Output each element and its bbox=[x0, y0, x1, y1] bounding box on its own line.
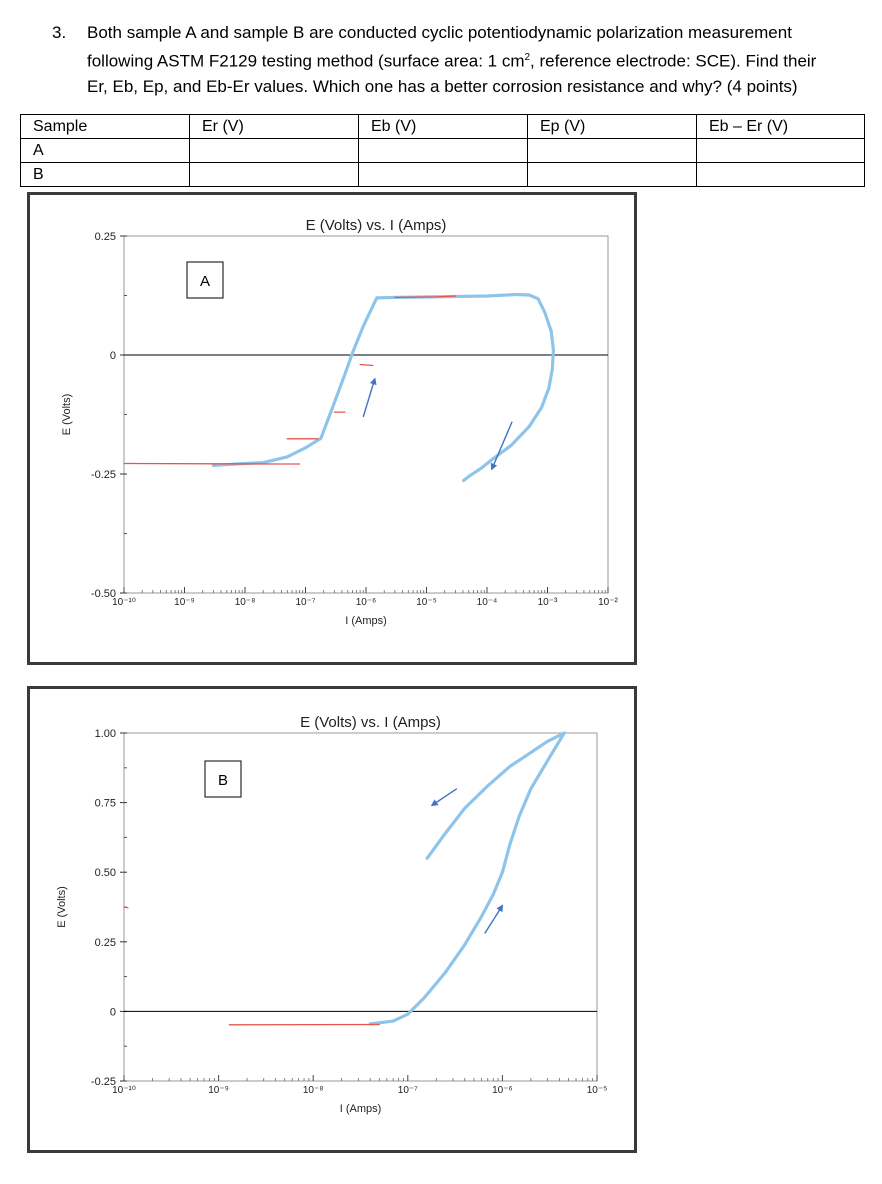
table-row: A bbox=[20, 138, 865, 163]
panel-label: A bbox=[200, 273, 210, 290]
table-cell[interactable] bbox=[189, 138, 359, 163]
direction-arrow bbox=[362, 377, 377, 418]
table-header-row: Sample Er (V) Eb (V) Ep (V) Eb – Er (V) bbox=[20, 114, 865, 139]
y-tick-label: 0.25 bbox=[95, 231, 116, 243]
table-row: B bbox=[20, 162, 865, 187]
series-forward-line bbox=[368, 731, 566, 1026]
chart-title: E (Volts) vs. I (Amps) bbox=[300, 714, 441, 731]
x-tick-label: 10⁻¹⁰ bbox=[112, 1085, 136, 1096]
table-header-cell: Sample bbox=[20, 114, 190, 139]
x-tick-label: 10⁻⁹ bbox=[208, 1085, 229, 1096]
x-tick-label: 10⁻⁷ bbox=[295, 597, 315, 608]
table-cell: A bbox=[20, 138, 190, 163]
x-tick-label: 10⁻⁵ bbox=[416, 597, 437, 608]
table-cell[interactable] bbox=[696, 162, 865, 187]
series-red-line bbox=[123, 906, 129, 909]
table-header-cell: Er (V) bbox=[189, 114, 359, 139]
y-tick-label: 0 bbox=[110, 1006, 116, 1018]
question-line-2-start: following ASTM F2129 testing method (sur… bbox=[87, 51, 525, 71]
chart-title: E (Volts) vs. I (Amps) bbox=[306, 217, 447, 234]
x-tick-label: 10⁻⁸ bbox=[303, 1085, 324, 1096]
x-tick-label: 10⁻⁶ bbox=[492, 1085, 513, 1096]
y-axis-label: E (Volts) bbox=[56, 886, 68, 928]
x-tick-label: 10⁻⁵ bbox=[587, 1085, 608, 1096]
question-line-3: Er, Eb, Ep, and Eb-Er values. Which one … bbox=[87, 76, 798, 96]
y-axis-label: E (Volts) bbox=[61, 394, 73, 436]
series-forward-line bbox=[211, 292, 540, 467]
x-tick-label: 10⁻⁸ bbox=[235, 597, 256, 608]
series-reverse-line bbox=[461, 297, 556, 483]
series-red-line bbox=[359, 363, 374, 367]
x-axis-label: I (Amps) bbox=[340, 1103, 382, 1115]
x-axis-label: I (Amps) bbox=[345, 615, 387, 627]
table-cell: B bbox=[20, 162, 190, 187]
y-tick-label: 0.75 bbox=[95, 798, 116, 810]
y-tick-label: 0.50 bbox=[95, 867, 116, 879]
chart-a-frame: E (Volts) vs. I (Amps) 0.25 0 -0.25 -0.50 10⁻… bbox=[27, 192, 637, 665]
x-tick-label: 10⁻⁴ bbox=[477, 597, 498, 608]
panel-label-box bbox=[204, 760, 242, 798]
area-unit-superscript: 2 bbox=[524, 52, 531, 63]
table-header-cell: Eb (V) bbox=[358, 114, 528, 139]
x-tick-label: 10⁻¹⁰ bbox=[112, 597, 136, 608]
chart-a-svg: E (Volts) vs. I (Amps)0.250-0.25-0.5010⁻… bbox=[61, 217, 619, 627]
x-tick-label: 10⁻⁶ bbox=[356, 597, 377, 608]
x-tick-label: 10⁻³ bbox=[538, 597, 558, 608]
y-tick-label: -0.25 bbox=[91, 469, 116, 481]
table-header-cell: Ep (V) bbox=[527, 114, 697, 139]
table-cell[interactable] bbox=[527, 138, 697, 163]
question-line-1: Both sample A and sample B are conducted… bbox=[87, 23, 792, 42]
y-tick-label: 0.25 bbox=[95, 937, 116, 949]
answer-table: Sample Er (V) Eb (V) Ep (V) Eb – Er (V) … bbox=[20, 114, 865, 187]
y-tick-label: 0 bbox=[110, 350, 116, 362]
y-tick-label: -0.50 bbox=[91, 588, 116, 600]
series-red-line bbox=[123, 462, 301, 465]
chart-b-frame: E (Volts) vs. I (Amps) 1.00 0.75 0.50 0.25 0 -… bbox=[27, 686, 637, 1153]
x-tick-label: 10⁻² bbox=[598, 597, 618, 608]
table-cell[interactable] bbox=[189, 162, 359, 187]
panel-label-box bbox=[186, 261, 224, 299]
table-cell[interactable] bbox=[696, 138, 865, 163]
table-cell[interactable] bbox=[358, 162, 528, 187]
chart-b-svg: E (Volts) vs. I (Amps) 1.00 0.75 0.50 0.25 0 -… bbox=[56, 714, 608, 1115]
direction-arrow bbox=[490, 421, 513, 471]
question-number: 3. bbox=[52, 23, 67, 42]
direction-arrow bbox=[430, 788, 458, 807]
series-red-line bbox=[394, 295, 457, 299]
table-cell[interactable] bbox=[527, 162, 697, 187]
y-tick-label: 1.00 bbox=[95, 728, 116, 740]
series-reverse-line bbox=[425, 731, 566, 860]
question-body: Both sample A and sample B are conducted… bbox=[87, 20, 872, 99]
plot-area bbox=[123, 732, 598, 1082]
table-header-cell: Eb – Er (V) bbox=[696, 114, 865, 139]
y-tick-label: -0.25 bbox=[91, 1076, 116, 1088]
direction-arrow bbox=[484, 904, 504, 934]
table-cell[interactable] bbox=[358, 138, 528, 163]
question-line-2-end: , reference electrode: SCE). Find their bbox=[530, 51, 817, 71]
question-line-2: following ASTM F2129 testing method (sur… bbox=[87, 45, 872, 74]
panel-label: B bbox=[218, 772, 228, 789]
x-tick-label: 10⁻⁷ bbox=[398, 1085, 418, 1096]
x-tick-label: 10⁻⁹ bbox=[174, 597, 195, 608]
